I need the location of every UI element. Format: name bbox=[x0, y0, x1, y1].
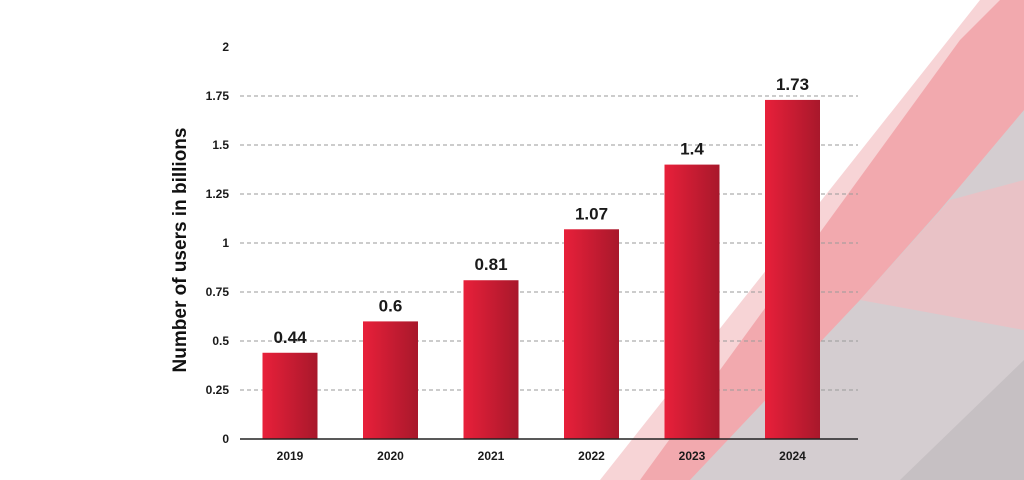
y-tick-label: 2 bbox=[222, 40, 229, 54]
x-tick-label-2023: 2023 bbox=[679, 449, 706, 463]
y-tick-label: 0.75 bbox=[206, 285, 230, 299]
y-tick-label: 1.25 bbox=[206, 187, 230, 201]
bar-2024 bbox=[765, 99, 820, 440]
x-tick-label-2020: 2020 bbox=[377, 449, 404, 463]
deco-gray-shape bbox=[690, 110, 1024, 480]
x-tick-label-2022: 2022 bbox=[578, 449, 605, 463]
data-label-2021: 0.81 bbox=[474, 255, 507, 274]
x-tick-labels: 2019 2020 2021 2022 2023 2024 bbox=[277, 449, 807, 463]
y-tick-labels: 0 0.25 0.5 0.75 1 1.25 1.5 1.75 2 bbox=[206, 40, 230, 446]
y-tick-label: 0.5 bbox=[212, 334, 229, 348]
data-label-2022: 1.07 bbox=[575, 204, 608, 223]
x-tick-label-2019: 2019 bbox=[277, 449, 304, 463]
data-labels: 0.44 0.6 0.81 1.07 1.4 1.73 bbox=[273, 75, 809, 347]
bars bbox=[262, 99, 820, 440]
y-tick-label: 1.75 bbox=[206, 89, 230, 103]
x-tick-label-2021: 2021 bbox=[478, 449, 505, 463]
bar-2019 bbox=[262, 352, 318, 439]
y-tick-label: 1.5 bbox=[212, 138, 229, 152]
x-tick-label-2024: 2024 bbox=[779, 449, 806, 463]
deco-gray-lower bbox=[900, 360, 1024, 480]
data-label-2019: 0.44 bbox=[273, 328, 307, 347]
grid-lines bbox=[240, 95, 858, 391]
data-label-2024: 1.73 bbox=[776, 75, 809, 94]
bar-2020 bbox=[363, 321, 418, 439]
deco-red-stripe bbox=[640, 0, 1024, 480]
data-label-2020: 0.6 bbox=[379, 296, 403, 315]
y-axis-title: Number of users in billions bbox=[170, 128, 191, 373]
y-tick-label: 0 bbox=[222, 432, 229, 446]
bar-2022 bbox=[564, 229, 619, 439]
y-tick-label: 1 bbox=[222, 236, 229, 250]
deco-pink-shape bbox=[860, 180, 1024, 330]
bar-2021 bbox=[463, 280, 519, 439]
y-tick-label: 0.25 bbox=[206, 383, 230, 397]
bar-2023 bbox=[664, 164, 720, 439]
data-label-2023: 1.4 bbox=[680, 140, 704, 159]
